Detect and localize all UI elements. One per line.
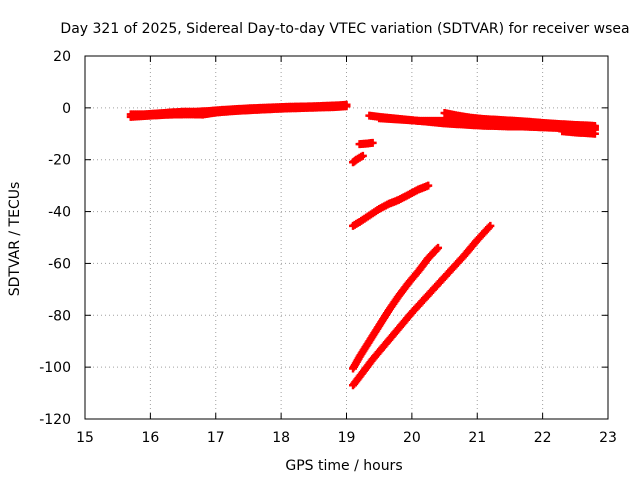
data-point — [342, 102, 351, 111]
x-tick-label: 15 — [76, 430, 94, 446]
series-arc-4 — [355, 138, 377, 149]
y-axis-label: SDTVAR / TECUs — [7, 182, 23, 297]
series-arc-8 — [558, 127, 599, 138]
x-tick-label: 22 — [534, 430, 552, 446]
x-tick-label: 21 — [468, 430, 486, 446]
x-tick-label: 20 — [403, 430, 421, 446]
y-tick-label: -40 — [48, 205, 71, 221]
series-arc-3 — [349, 151, 367, 167]
data-point — [486, 221, 495, 230]
series-arc-11 — [349, 221, 495, 390]
data-series — [126, 100, 599, 390]
x-tick-label: 18 — [272, 430, 290, 446]
x-tick-label: 16 — [141, 430, 159, 446]
data-point — [358, 151, 367, 160]
x-axis-label: GPS time / hours — [285, 458, 402, 474]
data-point — [368, 138, 377, 147]
data-point — [590, 129, 599, 138]
data-point — [424, 181, 433, 190]
axis-ticks: 15 16 17 18 19 20 21 22 23 -120 -100 -80 -60 -40 -20 0 2… — [39, 49, 617, 446]
series-arc-2 — [126, 102, 351, 121]
chart-title: Day 321 of 2025, Sidereal Day-to-day VTE… — [60, 21, 629, 37]
data-point — [434, 243, 443, 252]
series-arc-9 — [349, 181, 433, 230]
y-tick-label: -100 — [39, 360, 71, 376]
y-tick-label: -20 — [48, 153, 71, 169]
y-tick-label: 20 — [53, 49, 71, 65]
x-tick-label: 19 — [338, 430, 356, 446]
y-tick-label: -80 — [48, 308, 71, 324]
series-arc-10 — [349, 243, 443, 373]
y-tick-label: -120 — [39, 412, 71, 428]
data-point — [590, 122, 599, 131]
y-tick-label: 0 — [62, 101, 71, 117]
y-tick-label: -60 — [48, 256, 71, 272]
x-tick-label: 23 — [599, 430, 617, 446]
series-arc-7 — [440, 109, 599, 131]
x-tick-label: 17 — [207, 430, 225, 446]
